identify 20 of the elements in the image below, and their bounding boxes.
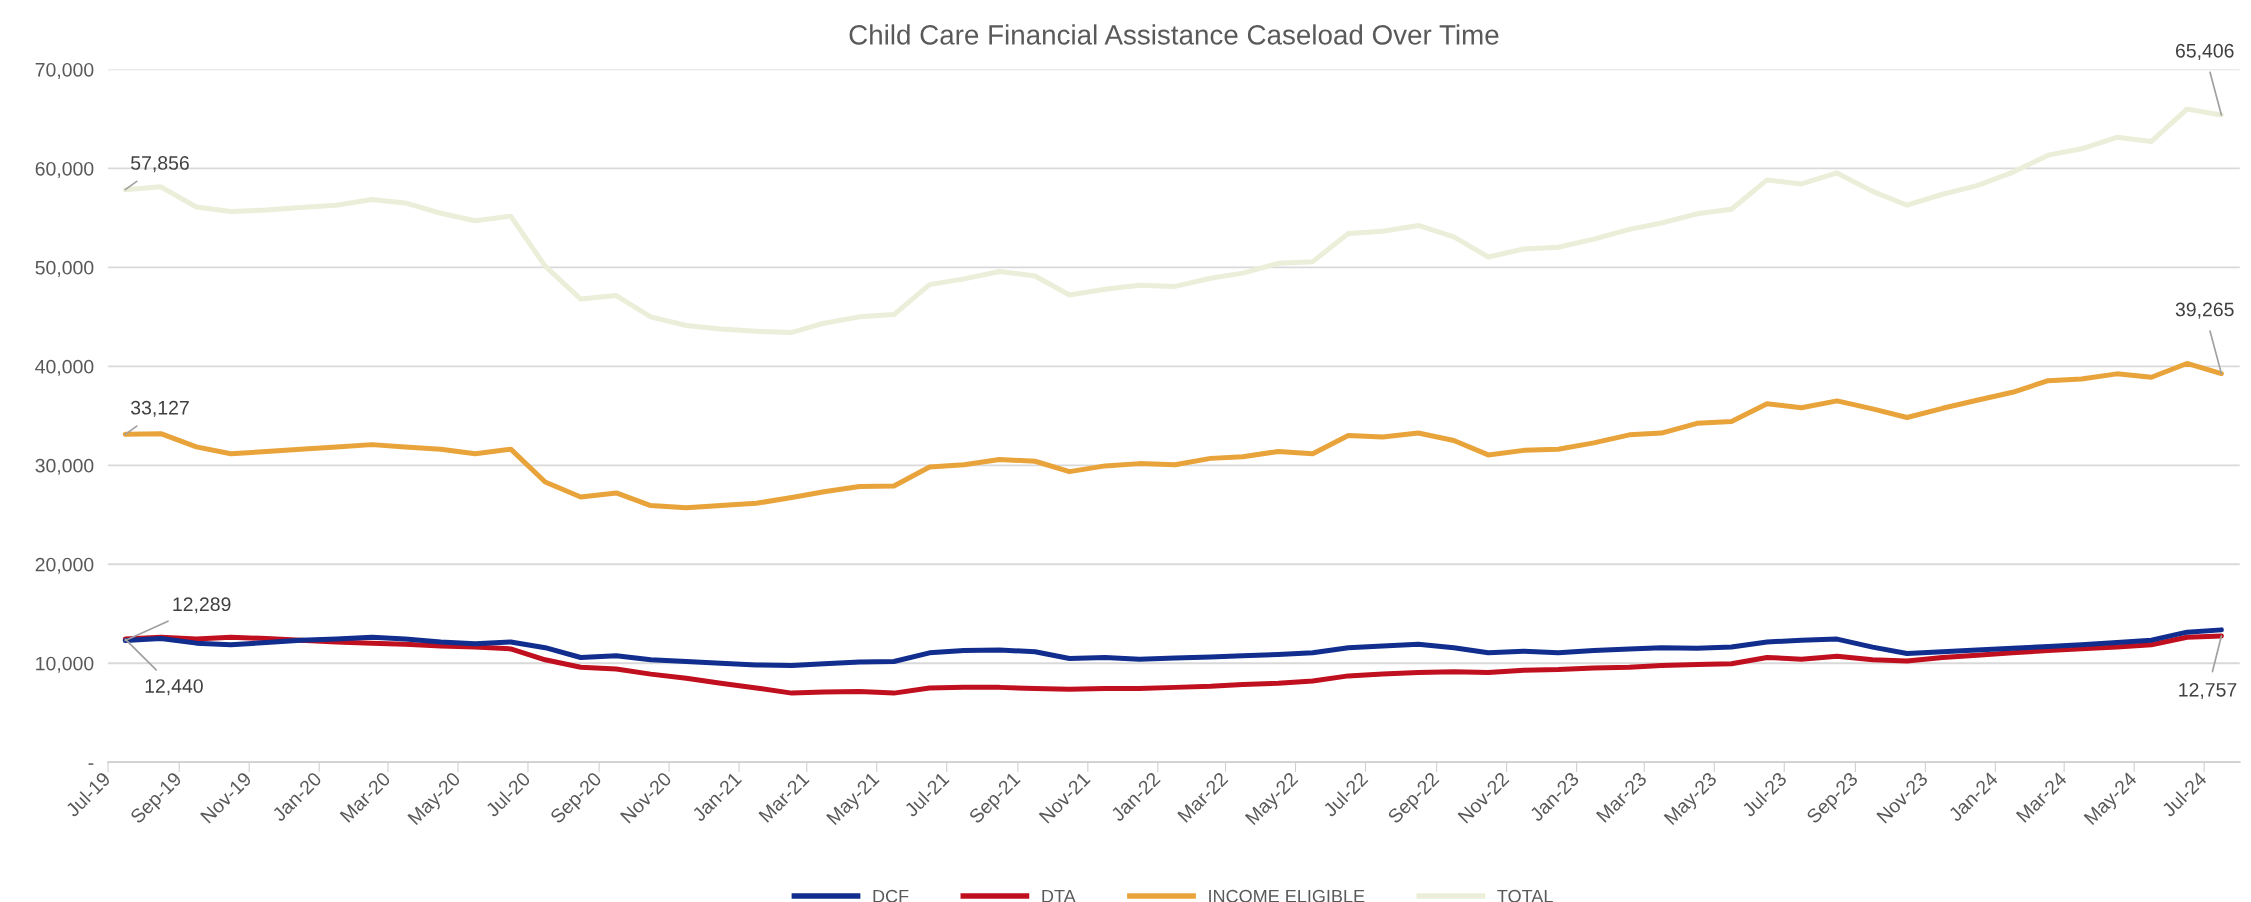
y-tick-label: - [88,763,94,765]
data-label: 65,406 [2175,43,2234,60]
data-label: 57,856 [131,156,189,173]
data-label: 12,289 [173,597,231,614]
legend-label: TOTAL [1497,889,1553,902]
data-label: 12,757 [2179,682,2237,700]
data-label: 39,265 [2175,302,2234,319]
legend-label: DCF [873,889,909,902]
chart-title: Child Care Financial Assistance Caseload Over Time [849,24,1499,45]
y-tick-label: 60,000 [35,161,94,178]
y-tick-label: 40,000 [35,359,94,376]
data-label: 33,127 [130,400,189,417]
y-tick-label: 70,000 [35,62,94,79]
legend-label: DTA [1042,889,1076,902]
data-label: 12,440 [145,679,203,696]
y-tick-label: 10,000 [36,656,94,673]
y-tick-label: 50,000 [35,260,94,277]
y-tick-label: 20,000 [35,557,94,574]
legend-label: INCOME ELIGIBLE [1209,889,1365,902]
y-tick-label: 30,000 [35,458,94,475]
